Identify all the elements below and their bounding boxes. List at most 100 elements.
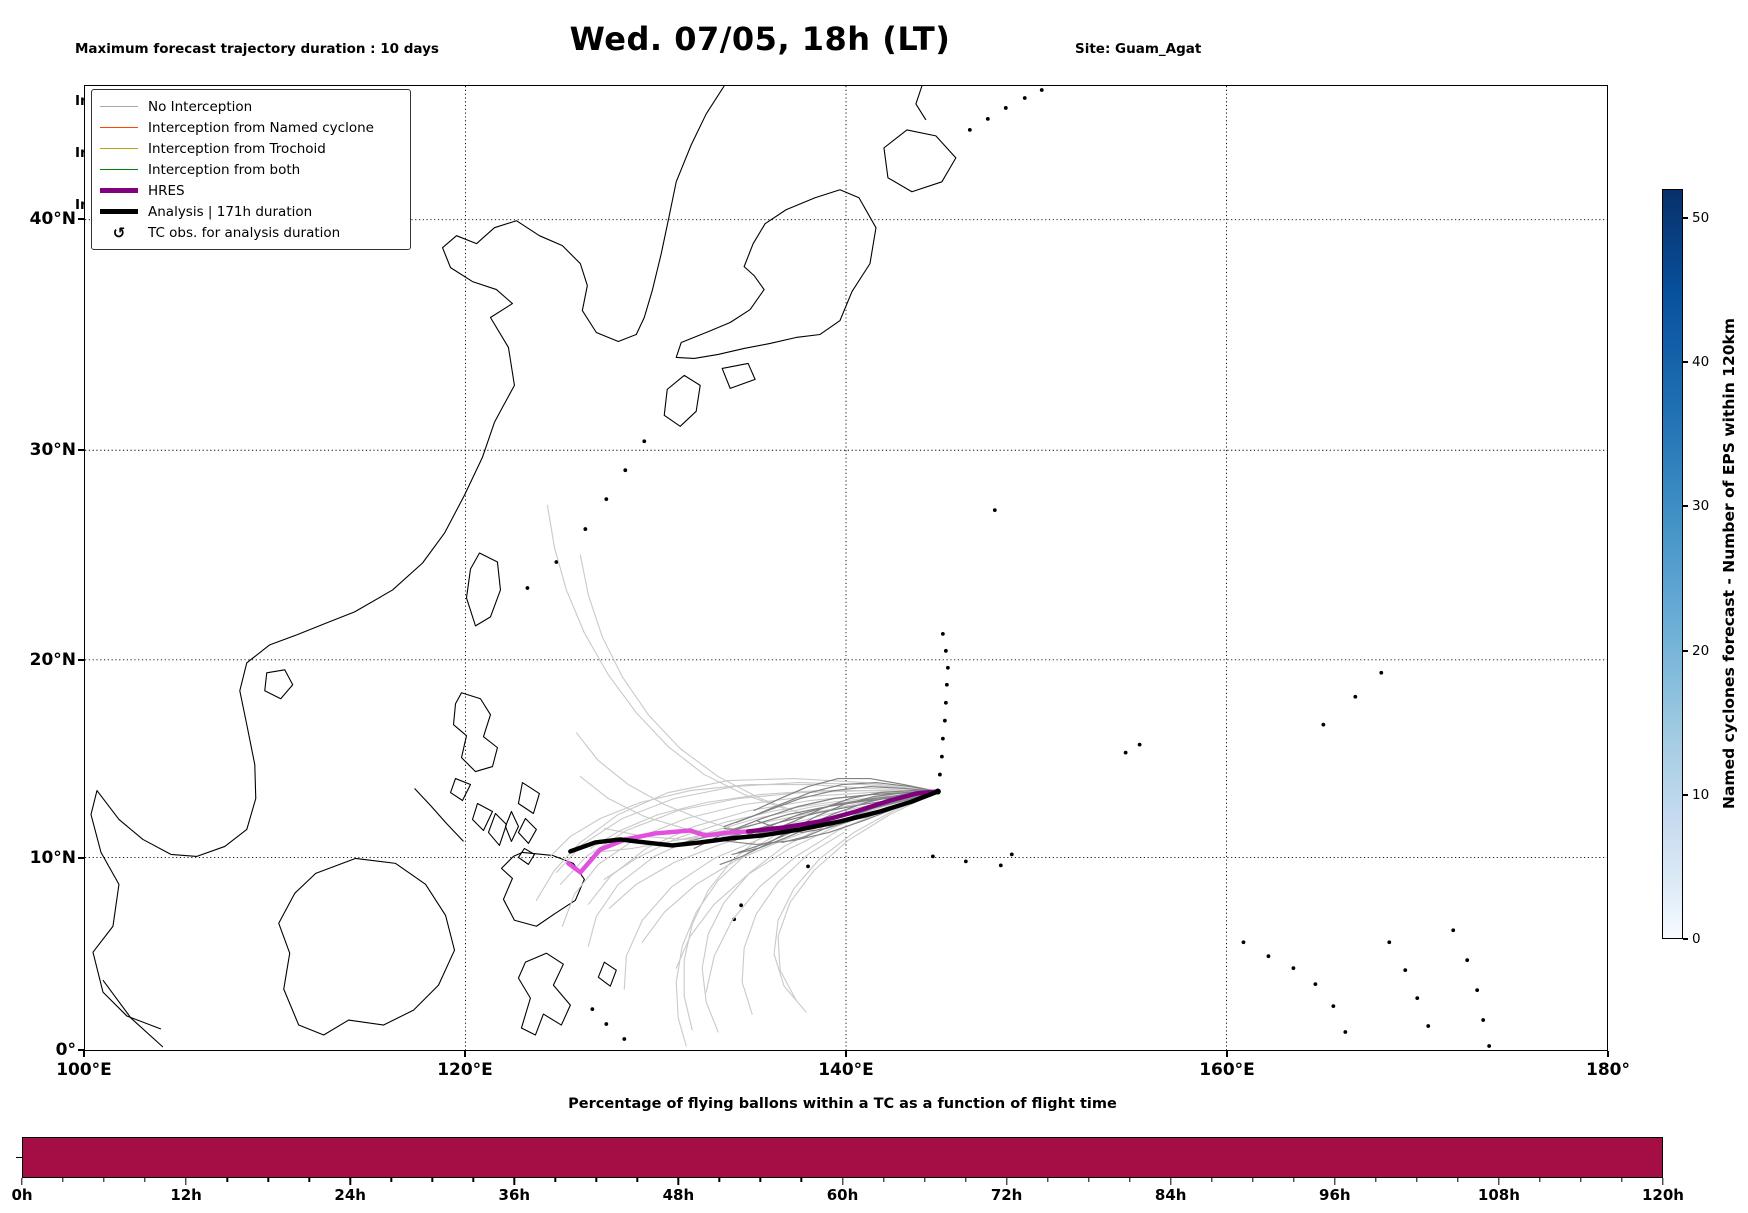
flight-time-minor-tick [1375, 1178, 1377, 1182]
hres-track-magenta [566, 828, 751, 875]
island-dot [943, 648, 948, 653]
map-legend: No Interception Interception from Named c… [91, 89, 411, 250]
island-dot [604, 497, 609, 502]
island-dot [554, 560, 559, 564]
flight-time-tick-label: 36h [498, 1186, 531, 1204]
legend-line-swatch [100, 127, 138, 128]
longitude-tick-mark [83, 1051, 85, 1057]
coastline [278, 857, 456, 1036]
legend-item-label: Interception from Trochoid [148, 140, 326, 157]
trajectory-no-interception [579, 554, 805, 816]
island-dot [992, 508, 997, 513]
trajectory-no-interception [641, 790, 939, 943]
launch-site-marker [934, 788, 941, 795]
flight-time-minor-tick [923, 1178, 926, 1182]
island-dot [967, 128, 972, 132]
colorbar-tick-mark [1683, 505, 1688, 507]
legend-item: ↺ TC obs. for analysis duration [100, 222, 400, 243]
latitude-tick-label: 40°N [29, 209, 76, 229]
coastline [517, 952, 571, 1036]
trajectory-no-interception [701, 825, 825, 1033]
flight-time-minor-tick [472, 1178, 474, 1182]
island-dot [1487, 1044, 1492, 1048]
colorbar-tick-mark [1683, 650, 1688, 652]
trajectory-no-interception [683, 833, 765, 1031]
latitude-tick-label: 20°N [29, 650, 76, 670]
latitude-tick-mark [78, 659, 84, 661]
colorbar-tick-mark [1683, 361, 1688, 363]
coastline [517, 817, 537, 844]
flight-time-minor-tick [759, 1178, 762, 1182]
coastline [487, 812, 507, 846]
flight-time-minor-tick [1539, 1178, 1541, 1182]
island-dot [963, 859, 968, 864]
legend-line-swatch [100, 106, 138, 107]
colorbar-tick-mark [1683, 217, 1688, 219]
trajectory-no-interception-dense [723, 781, 939, 828]
island-dot [940, 736, 945, 741]
island-dot [942, 718, 947, 723]
coastline [597, 961, 617, 987]
island-dot [642, 439, 647, 444]
trajectory-no-interception [535, 778, 939, 901]
island-dot [1123, 750, 1128, 755]
latitude-tick-mark [78, 218, 84, 220]
longitude-tick-mark [464, 1051, 466, 1057]
analysis-track [568, 789, 941, 854]
flight-time-minor-tick [267, 1178, 269, 1182]
legend-item-label: No Interception [148, 98, 253, 115]
island-dot [583, 527, 588, 531]
colorbar-tick-label: 20 [1692, 643, 1710, 659]
flight-time-minor-tick [103, 1178, 105, 1182]
flight-time-minor-tick [1252, 1178, 1254, 1182]
site-line: Site: Guam_Agat [1075, 40, 1202, 57]
flight-time-major-tick [349, 1178, 351, 1185]
colorbar-tick-label: 30 [1692, 498, 1710, 514]
island-dot [945, 665, 950, 670]
flight-time-tick-label: 0h [11, 1186, 33, 1204]
latitude-tick-mark [78, 857, 84, 859]
island-dot [944, 682, 949, 687]
coastline [675, 189, 877, 359]
flight-time-major-tick [1005, 1178, 1008, 1185]
page-title: Wed. 07/05, 18h (LT) [569, 20, 951, 58]
island-dot [1137, 742, 1142, 747]
legend-item-label: TC obs. for analysis duration [148, 224, 341, 241]
flight-time-minor-tick [595, 1178, 598, 1182]
longitude-tick-mark [1607, 1051, 1609, 1057]
legend-line-swatch [100, 209, 138, 214]
coastline [264, 669, 294, 700]
coastline [500, 851, 585, 927]
colorbar-tick-mark [1683, 938, 1688, 940]
colorbar-tick-mark [1683, 794, 1688, 796]
island-dot [806, 864, 810, 869]
island-dot [1403, 968, 1408, 973]
trajectory-no-interception [561, 790, 939, 927]
island-dot [1415, 996, 1420, 1001]
longitude-tick-label: 120°E [437, 1060, 493, 1080]
island-dot [998, 863, 1003, 868]
trajectory-no-interception [589, 789, 939, 849]
island-dot [940, 631, 945, 636]
island-dot [1266, 954, 1271, 959]
flight-time-major-tick [1334, 1178, 1336, 1185]
cyclone-obs-icon: ↺ [100, 224, 138, 242]
flight-time-major-tick [1169, 1178, 1172, 1185]
legend-item: Analysis | 171h duration [100, 201, 400, 222]
island-dot [1343, 1030, 1348, 1034]
legend-line-swatch [100, 188, 138, 193]
island-dot [939, 754, 944, 759]
island-dot [1009, 852, 1014, 857]
flight-time-minor-tick [62, 1178, 64, 1182]
island-dot [1039, 88, 1044, 92]
longitude-tick-label: 140°E [818, 1060, 874, 1080]
trajectory-no-interception [575, 732, 745, 834]
latitude-tick-label: 10°N [29, 848, 76, 868]
flight-time-tick-label: 72h [990, 1186, 1023, 1204]
map-plot-area: No Interception Interception from Named c… [84, 85, 1608, 1051]
island-dot [943, 700, 948, 705]
island-dot [1379, 670, 1384, 675]
coastline [504, 810, 519, 842]
eps-colorbar [1662, 189, 1683, 939]
flight-time-minor-tick [554, 1178, 557, 1182]
